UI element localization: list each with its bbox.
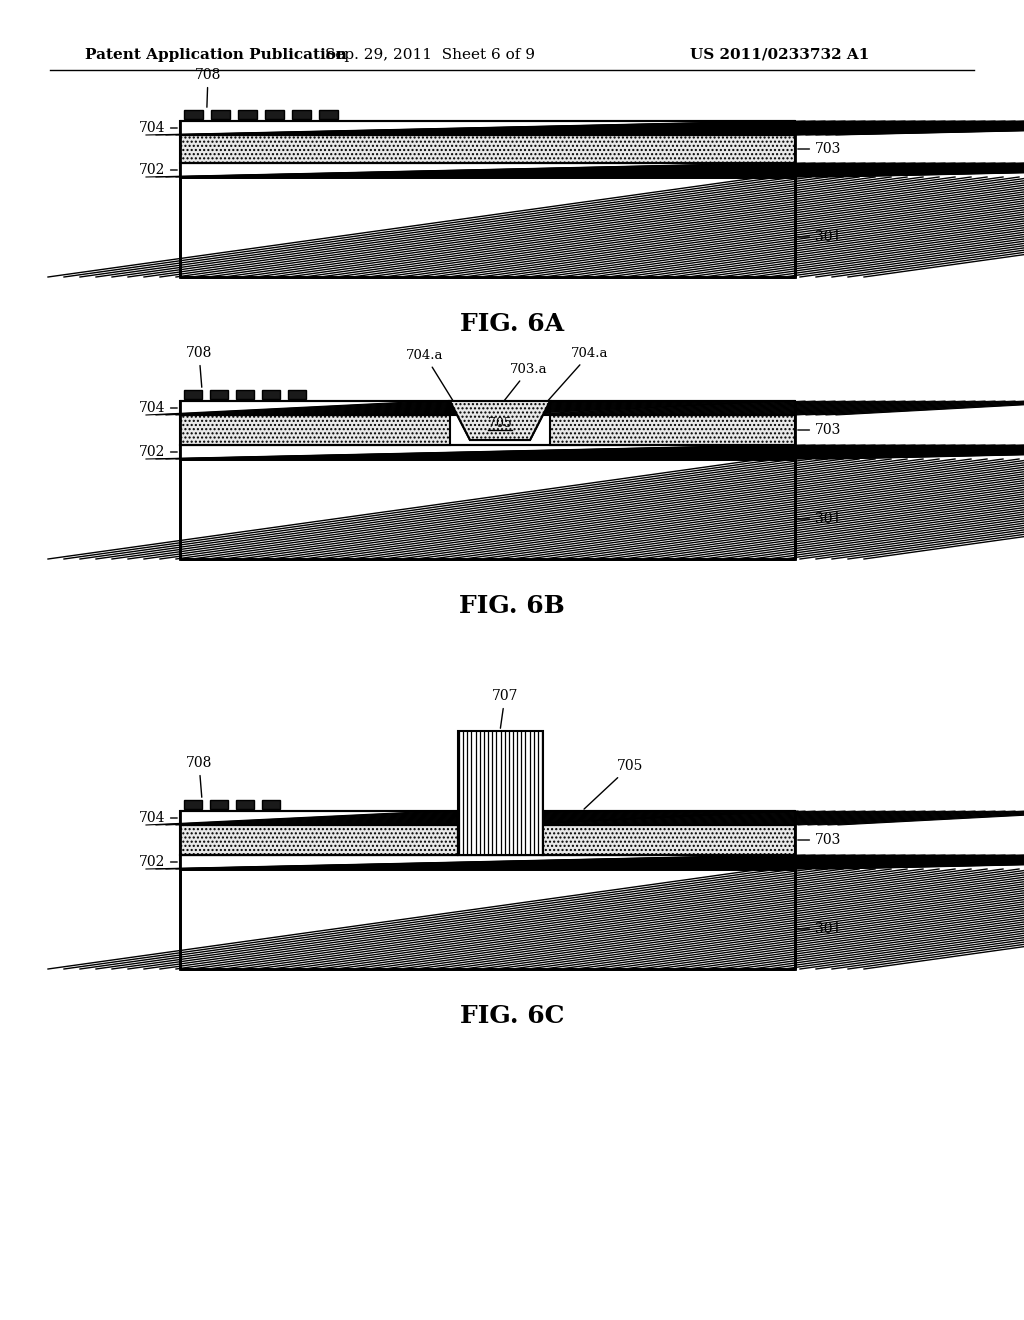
Text: 702: 702 [138, 162, 177, 177]
Bar [180, 401, 450, 414]
Text: 704: 704 [138, 810, 177, 825]
Bar [180, 459, 795, 558]
Text: Sep. 29, 2011  Sheet 6 of 9: Sep. 29, 2011 Sheet 6 of 9 [325, 48, 535, 62]
Bar [180, 825, 458, 855]
Bar [210, 800, 228, 809]
Text: FIG. 6A: FIG. 6A [460, 312, 564, 337]
Bar [262, 389, 280, 399]
Text: FIG. 6C: FIG. 6C [460, 1005, 564, 1028]
Bar [180, 177, 795, 277]
Text: 705: 705 [584, 759, 643, 809]
Bar [180, 177, 795, 277]
Text: 702: 702 [138, 855, 177, 869]
Bar [262, 800, 280, 809]
Bar [288, 389, 306, 399]
Bar [542, 810, 795, 825]
Bar [458, 731, 543, 855]
Polygon shape [450, 401, 550, 440]
Text: 702: 702 [138, 445, 177, 459]
Text: 704: 704 [138, 401, 177, 414]
Text: 708: 708 [195, 69, 221, 107]
Bar [236, 800, 254, 809]
Bar [180, 459, 795, 558]
Bar [236, 389, 254, 399]
Bar [184, 800, 202, 809]
Bar [180, 162, 795, 177]
Text: FIG. 6B: FIG. 6B [459, 594, 565, 618]
Polygon shape [450, 401, 550, 440]
Bar [180, 414, 450, 445]
Bar [542, 825, 795, 855]
Bar [265, 110, 284, 119]
Text: 708: 708 [185, 756, 212, 797]
Bar [180, 135, 795, 162]
Text: 708: 708 [185, 346, 212, 387]
Bar [550, 401, 795, 414]
Bar [550, 414, 795, 445]
Text: 301: 301 [798, 921, 842, 936]
Text: 707: 707 [492, 689, 518, 729]
Bar [210, 389, 228, 399]
Bar [180, 445, 795, 459]
Bar [184, 389, 202, 399]
Bar [238, 110, 257, 119]
Text: Patent Application Publication: Patent Application Publication [85, 48, 347, 62]
Text: 703.a: 703.a [502, 363, 548, 404]
Text: 704.a: 704.a [407, 348, 454, 401]
Text: 301: 301 [798, 512, 842, 525]
Text: 704.a: 704.a [547, 347, 608, 401]
Text: 301: 301 [798, 230, 842, 244]
Text: 703: 703 [798, 143, 842, 156]
Bar [319, 110, 338, 119]
Bar [180, 810, 458, 825]
Text: 704: 704 [138, 121, 177, 135]
Bar [180, 855, 795, 869]
Text: US 2011/0233732 A1: US 2011/0233732 A1 [690, 48, 869, 62]
Text: 703: 703 [798, 833, 842, 847]
Bar [211, 110, 230, 119]
Bar [292, 110, 311, 119]
Bar [180, 869, 795, 969]
Text: 705: 705 [488, 417, 512, 430]
Bar [184, 110, 203, 119]
Bar [180, 121, 795, 135]
Text: 703: 703 [798, 422, 842, 437]
Bar [180, 869, 795, 969]
Bar [458, 810, 543, 855]
